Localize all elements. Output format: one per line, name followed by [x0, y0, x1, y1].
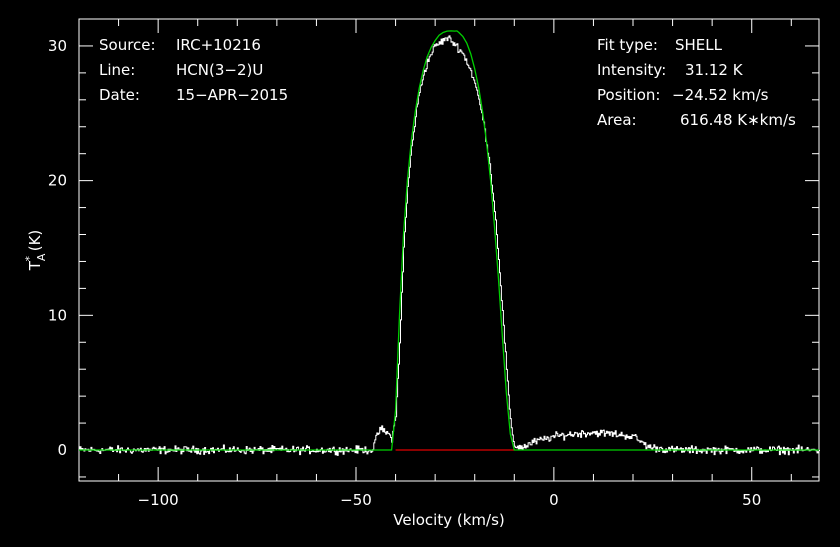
y-axis-label: TA* (K) — [23, 230, 48, 272]
source-label: Source: — [99, 36, 156, 54]
x-tick-label: 0 — [549, 491, 559, 509]
intensity-label: Intensity: — [597, 61, 666, 79]
y-axis-label-unit: (K) — [26, 230, 44, 256]
y-tick-label: 20 — [48, 172, 67, 190]
position-value: −24.52 km/s — [672, 86, 769, 104]
x-tick-label: −50 — [340, 491, 372, 509]
y-axis-label-sup: * — [23, 256, 36, 262]
axis-tick-labels: −100 −50 0 50 0 10 20 30 — [48, 37, 761, 509]
y-tick-label: 0 — [57, 441, 67, 459]
info-left: Source: IRC+10216 Line: HCN(3−2)U Date: … — [99, 36, 288, 104]
y-tick-label: 10 — [48, 306, 67, 324]
area-value: 616.48 K∗km/s — [680, 111, 796, 129]
shell-fit-line — [79, 30, 819, 451]
info-right: Fit type: SHELL Intensity: 31.12 K Posit… — [597, 36, 796, 129]
fit-type-value: SHELL — [675, 36, 723, 54]
plot-frame — [78, 18, 820, 482]
source-value: IRC+10216 — [176, 36, 261, 54]
date-label: Date: — [99, 86, 140, 104]
x-tick-label: 50 — [742, 491, 761, 509]
line-label: Line: — [99, 61, 135, 79]
x-axis-label: Velocity (km/s) — [393, 511, 504, 529]
fit-type-label: Fit type: — [597, 36, 658, 54]
y-axis-label-sub: A — [35, 253, 48, 261]
axis-ticks — [78, 18, 819, 481]
y-axis-label-main: T — [26, 260, 44, 271]
date-value: 15−APR−2015 — [176, 86, 288, 104]
plot-lines — [79, 30, 820, 456]
svg-text:TA* (K): TA* (K) — [23, 230, 48, 272]
intensity-value: 31.12 K — [685, 61, 744, 79]
line-value: HCN(3−2)U — [176, 61, 263, 79]
area-label: Area: — [597, 111, 637, 129]
y-tick-label: 30 — [48, 37, 67, 55]
x-tick-label: −100 — [138, 491, 179, 509]
position-label: Position: — [597, 86, 660, 104]
spectrum-data-line — [79, 35, 820, 456]
